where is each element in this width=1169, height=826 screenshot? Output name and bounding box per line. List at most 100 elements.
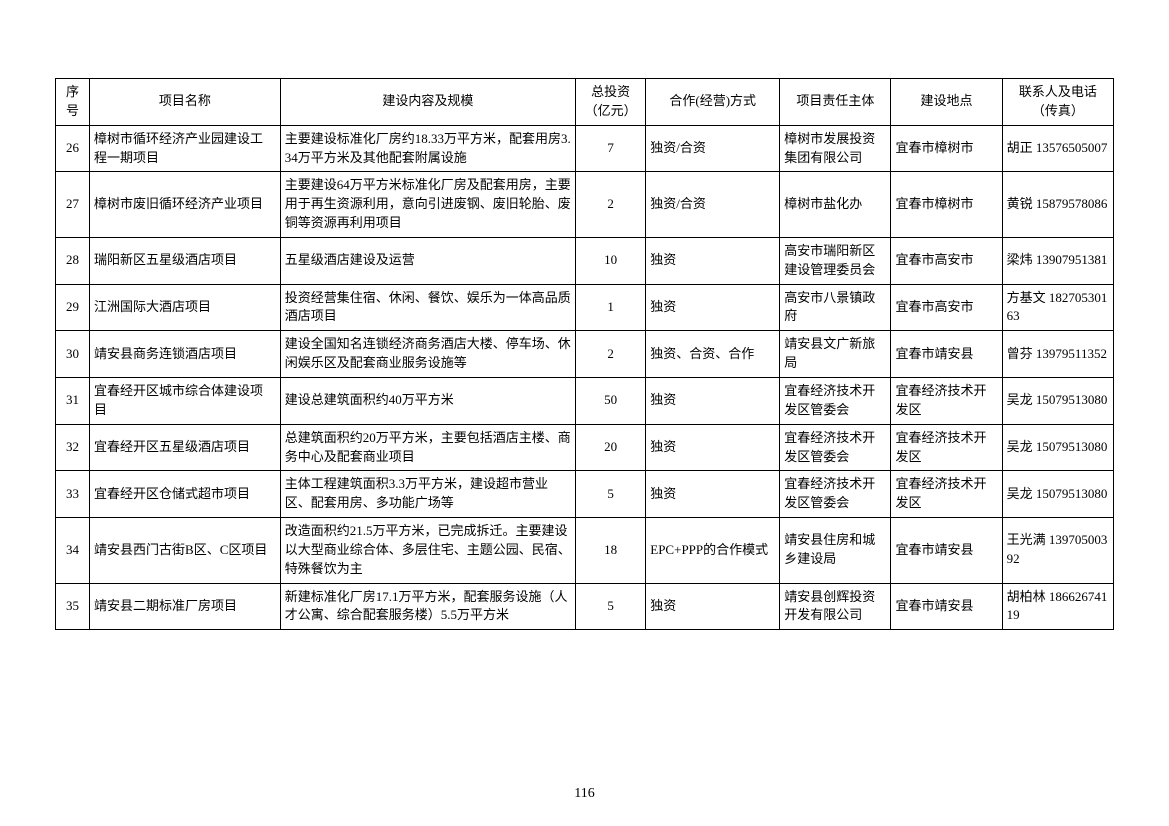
table-row: 35靖安县二期标准厂房项目新建标准化厂房17.1万平方米，配套服务设施（人才公寓… <box>56 583 1114 630</box>
cell-inv: 50 <box>575 377 645 424</box>
cell-mode: 独资 <box>646 471 780 518</box>
cell-seq: 29 <box>56 284 90 331</box>
cell-desc: 五星级酒店建设及运营 <box>280 237 575 284</box>
col-header-name: 项目名称 <box>90 79 281 126</box>
cell-mode: 独资 <box>646 237 780 284</box>
cell-inv: 7 <box>575 125 645 172</box>
cell-desc: 主要建设标准化厂房约18.33万平方米，配套用房3.34万平方米及其他配套附属设… <box>280 125 575 172</box>
cell-loc: 宜春经济技术开发区 <box>891 424 1002 471</box>
cell-seq: 34 <box>56 518 90 584</box>
cell-mode: 独资 <box>646 583 780 630</box>
cell-seq: 26 <box>56 125 90 172</box>
cell-owner: 高安市瑞阳新区建设管理委员会 <box>780 237 891 284</box>
cell-owner: 樟树市发展投资集团有限公司 <box>780 125 891 172</box>
cell-inv: 20 <box>575 424 645 471</box>
cell-loc: 宜春市高安市 <box>891 237 1002 284</box>
col-header-contact: 联系人及电话（传真） <box>1002 79 1113 126</box>
cell-owner: 樟树市盐化办 <box>780 172 891 238</box>
projects-table: 序号 项目名称 建设内容及规模 总投资（亿元） 合作(经营)方式 项目责任主体 … <box>55 78 1114 630</box>
cell-inv: 10 <box>575 237 645 284</box>
cell-inv: 2 <box>575 172 645 238</box>
cell-owner: 靖安县住房和城乡建设局 <box>780 518 891 584</box>
cell-loc: 宜春经济技术开发区 <box>891 471 1002 518</box>
cell-mode: EPC+PPP的合作模式 <box>646 518 780 584</box>
cell-desc: 建设总建筑面积约40万平方米 <box>280 377 575 424</box>
cell-desc: 建设全国知名连锁经济商务酒店大楼、停车场、休闲娱乐区及配套商业服务设施等 <box>280 331 575 378</box>
cell-owner: 宜春经济技术开发区管委会 <box>780 424 891 471</box>
table-row: 28瑞阳新区五星级酒店项目五星级酒店建设及运营10独资高安市瑞阳新区建设管理委员… <box>56 237 1114 284</box>
cell-seq: 35 <box>56 583 90 630</box>
cell-desc: 总建筑面积约20万平方米，主要包括酒店主楼、商务中心及配套商业项目 <box>280 424 575 471</box>
cell-loc: 宜春市樟树市 <box>891 172 1002 238</box>
cell-contact: 胡柏林 18662674119 <box>1002 583 1113 630</box>
cell-inv: 1 <box>575 284 645 331</box>
cell-owner: 宜春经济技术开发区管委会 <box>780 471 891 518</box>
cell-contact: 吴龙 15079513080 <box>1002 424 1113 471</box>
table-body: 26樟树市循环经济产业园建设工程一期项目主要建设标准化厂房约18.33万平方米，… <box>56 125 1114 630</box>
cell-seq: 28 <box>56 237 90 284</box>
cell-desc: 主要建设64万平方米标准化厂房及配套用房，主要用于再生资源利用，意向引进废钢、废… <box>280 172 575 238</box>
table-row: 33宜春经开区仓储式超市项目主体工程建筑面积3.3万平方米，建设超市营业区、配套… <box>56 471 1114 518</box>
cell-seq: 27 <box>56 172 90 238</box>
cell-contact: 吴龙 15079513080 <box>1002 377 1113 424</box>
cell-name: 樟树市循环经济产业园建设工程一期项目 <box>90 125 281 172</box>
table-row: 30靖安县商务连锁酒店项目建设全国知名连锁经济商务酒店大楼、停车场、休闲娱乐区及… <box>56 331 1114 378</box>
cell-name: 江洲国际大酒店项目 <box>90 284 281 331</box>
cell-inv: 2 <box>575 331 645 378</box>
table-header-row: 序号 项目名称 建设内容及规模 总投资（亿元） 合作(经营)方式 项目责任主体 … <box>56 79 1114 126</box>
table-row: 29江洲国际大酒店项目投资经营集住宿、休闲、餐饮、娱乐为一体高品质酒店项目1独资… <box>56 284 1114 331</box>
cell-contact: 曾芬 13979511352 <box>1002 331 1113 378</box>
cell-loc: 宜春经济技术开发区 <box>891 377 1002 424</box>
cell-inv: 5 <box>575 583 645 630</box>
table-row: 32宜春经开区五星级酒店项目总建筑面积约20万平方米，主要包括酒店主楼、商务中心… <box>56 424 1114 471</box>
table-row: 34靖安县西门古街B区、C区项目改造面积约21.5万平方米，已完成拆迁。主要建设… <box>56 518 1114 584</box>
cell-seq: 32 <box>56 424 90 471</box>
cell-mode: 独资 <box>646 284 780 331</box>
cell-name: 宜春经开区城市综合体建设项目 <box>90 377 281 424</box>
table-row: 26樟树市循环经济产业园建设工程一期项目主要建设标准化厂房约18.33万平方米，… <box>56 125 1114 172</box>
cell-owner: 靖安县创辉投资开发有限公司 <box>780 583 891 630</box>
cell-mode: 独资 <box>646 424 780 471</box>
col-header-desc: 建设内容及规模 <box>280 79 575 126</box>
cell-loc: 宜春市樟树市 <box>891 125 1002 172</box>
cell-name: 樟树市废旧循环经济产业项目 <box>90 172 281 238</box>
cell-contact: 吴龙 15079513080 <box>1002 471 1113 518</box>
cell-name: 宜春经开区五星级酒店项目 <box>90 424 281 471</box>
cell-name: 靖安县二期标准厂房项目 <box>90 583 281 630</box>
document-page: 序号 项目名称 建设内容及规模 总投资（亿元） 合作(经营)方式 项目责任主体 … <box>0 0 1169 826</box>
cell-mode: 独资/合资 <box>646 172 780 238</box>
table-row: 31宜春经开区城市综合体建设项目建设总建筑面积约40万平方米50独资宜春经济技术… <box>56 377 1114 424</box>
cell-name: 靖安县商务连锁酒店项目 <box>90 331 281 378</box>
page-number: 116 <box>0 786 1169 802</box>
cell-seq: 30 <box>56 331 90 378</box>
cell-contact: 胡正 13576505007 <box>1002 125 1113 172</box>
cell-inv: 18 <box>575 518 645 584</box>
cell-desc: 新建标准化厂房17.1万平方米，配套服务设施（人才公寓、综合配套服务楼）5.5万… <box>280 583 575 630</box>
cell-owner: 靖安县文广新旅局 <box>780 331 891 378</box>
cell-mode: 独资 <box>646 377 780 424</box>
col-header-loc: 建设地点 <box>891 79 1002 126</box>
cell-inv: 5 <box>575 471 645 518</box>
cell-loc: 宜春市高安市 <box>891 284 1002 331</box>
col-header-inv: 总投资（亿元） <box>575 79 645 126</box>
cell-owner: 高安市八景镇政府 <box>780 284 891 331</box>
cell-mode: 独资/合资 <box>646 125 780 172</box>
cell-desc: 主体工程建筑面积3.3万平方米，建设超市营业区、配套用房、多功能广场等 <box>280 471 575 518</box>
table-row: 27樟树市废旧循环经济产业项目主要建设64万平方米标准化厂房及配套用房，主要用于… <box>56 172 1114 238</box>
cell-owner: 宜春经济技术开发区管委会 <box>780 377 891 424</box>
cell-contact: 王光满 13970500392 <box>1002 518 1113 584</box>
cell-loc: 宜春市靖安县 <box>891 518 1002 584</box>
cell-mode: 独资、合资、合作 <box>646 331 780 378</box>
cell-seq: 33 <box>56 471 90 518</box>
cell-name: 宜春经开区仓储式超市项目 <box>90 471 281 518</box>
col-header-seq: 序号 <box>56 79 90 126</box>
cell-desc: 改造面积约21.5万平方米，已完成拆迁。主要建设以大型商业综合体、多层住宅、主题… <box>280 518 575 584</box>
cell-name: 靖安县西门古街B区、C区项目 <box>90 518 281 584</box>
cell-contact: 方基文 18270530163 <box>1002 284 1113 331</box>
cell-loc: 宜春市靖安县 <box>891 583 1002 630</box>
cell-desc: 投资经营集住宿、休闲、餐饮、娱乐为一体高品质酒店项目 <box>280 284 575 331</box>
cell-contact: 黄锐 15879578086 <box>1002 172 1113 238</box>
col-header-mode: 合作(经营)方式 <box>646 79 780 126</box>
col-header-owner: 项目责任主体 <box>780 79 891 126</box>
cell-name: 瑞阳新区五星级酒店项目 <box>90 237 281 284</box>
